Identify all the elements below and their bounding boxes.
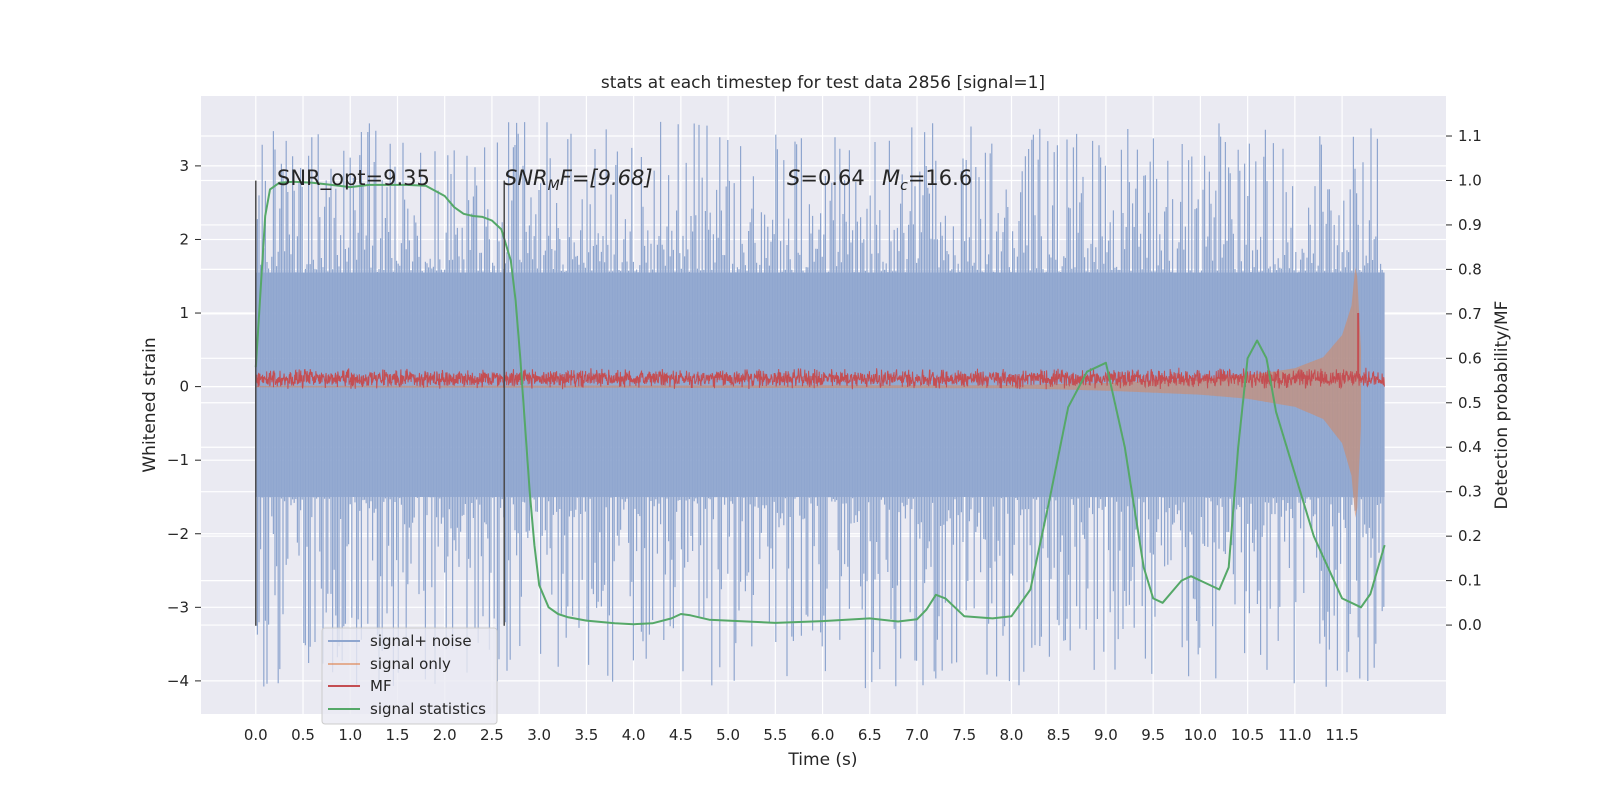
y-tick-label: 2 xyxy=(179,230,189,248)
y-tick-label: 0 xyxy=(179,378,189,396)
mf-line xyxy=(255,367,1385,390)
y2-tick-label: 0.3 xyxy=(1458,483,1482,501)
y-axis-label: Whitened strain xyxy=(140,337,160,472)
annotation-snr-opt: SNR_opt=9.35 xyxy=(277,166,430,191)
x-tick-label: 0.5 xyxy=(291,726,315,744)
y2-tick-label: 0.0 xyxy=(1458,616,1482,634)
x-tick-label: 6.5 xyxy=(858,726,882,744)
series-layer xyxy=(254,121,1386,689)
x-tick-label: 0.0 xyxy=(244,726,268,744)
x-axis-label: Time (s) xyxy=(787,750,857,770)
y2-tick-label: 0.9 xyxy=(1458,216,1482,234)
mc-sub: c xyxy=(900,178,908,194)
x-tick-label: 1.0 xyxy=(338,726,362,744)
y2-tick-label: 1.0 xyxy=(1458,171,1482,189)
x-tick-label: 11.5 xyxy=(1325,726,1358,744)
x-tick-label: 8.5 xyxy=(1047,726,1071,744)
snr-mf-prefix: SNR xyxy=(504,166,548,190)
x-tick-label: 3.5 xyxy=(574,726,598,744)
y-tick-label: −4 xyxy=(167,672,189,690)
y2-tick-label: 0.7 xyxy=(1458,305,1482,323)
signal-statistics-line xyxy=(254,180,1386,626)
x-tick-label: 11.0 xyxy=(1278,726,1311,744)
annotation-mc: Mc=16.6 xyxy=(882,166,972,194)
legend-label-signal-noise: signal+ noise xyxy=(370,632,472,650)
s-var: S xyxy=(787,166,800,190)
x-tick-label: 7.5 xyxy=(952,726,976,744)
x-tick-label: 9.5 xyxy=(1141,726,1165,744)
x-tick-label: 7.0 xyxy=(905,726,929,744)
x-tick-label: 5.5 xyxy=(763,726,787,744)
y2-tick-label: 0.4 xyxy=(1458,438,1482,456)
legend-label-signal-statistics: signal statistics xyxy=(370,700,486,718)
x-tick-label: 9.0 xyxy=(1094,726,1118,744)
legend-label-signal-only: signal only xyxy=(370,655,451,673)
x-tick-label: 5.0 xyxy=(716,726,740,744)
x-tick-label: 6.0 xyxy=(811,726,835,744)
annotation-snr-mf: SNRMF=[9.68] xyxy=(504,166,653,194)
legend: signal+ noise signal only MF signal stat… xyxy=(321,627,498,725)
y2-tick-label: 0.6 xyxy=(1458,349,1482,367)
y-tick-label: 1 xyxy=(179,304,189,322)
y-tick-label: −1 xyxy=(167,451,189,469)
legend-box xyxy=(321,627,498,725)
x-tick-label: 1.5 xyxy=(386,726,410,744)
s-value: =0.64 xyxy=(800,166,864,190)
y2-tick-label: 0.8 xyxy=(1458,260,1482,278)
x-tick-label: 8.0 xyxy=(1000,726,1024,744)
snr-mf-sub: M xyxy=(548,178,560,194)
snr-mf-suffix: F=[9.68] xyxy=(560,166,653,190)
y2-tick-label: 0.5 xyxy=(1458,394,1482,412)
mc-var: M xyxy=(882,166,900,190)
x-tick-label: 3.0 xyxy=(527,726,551,744)
x-tick-label: 10.0 xyxy=(1184,726,1217,744)
y2-tick-label: 1.1 xyxy=(1458,127,1482,145)
y-tick-label: −2 xyxy=(167,525,189,543)
x-tick-label: 10.5 xyxy=(1231,726,1264,744)
x-tick-label: 4.0 xyxy=(622,726,646,744)
y-tick-label: −3 xyxy=(167,598,189,616)
x-tick-label: 2.5 xyxy=(480,726,504,744)
chart-title: stats at each timestep for test data 285… xyxy=(601,73,1045,93)
y-tick-label: 3 xyxy=(179,157,189,175)
x-tick-label: 4.5 xyxy=(669,726,693,744)
annotation-s: S=0.64 xyxy=(787,166,865,190)
y2-tick-label: 0.2 xyxy=(1458,527,1482,545)
y2-axis-label: Detection probability/MF xyxy=(1492,301,1512,510)
axes: 0.0 0.5 1.0 1.5 2.0 2.5 3.0 3.5 4.0 4.5 5.0 5.5 6.0 6… xyxy=(167,127,1482,744)
legend-label-mf: MF xyxy=(370,677,392,695)
segment-markers xyxy=(255,180,505,626)
y2-tick-label: 0.1 xyxy=(1458,572,1482,590)
x-tick-label: 2.0 xyxy=(433,726,457,744)
mc-value: =16.6 xyxy=(908,166,972,190)
